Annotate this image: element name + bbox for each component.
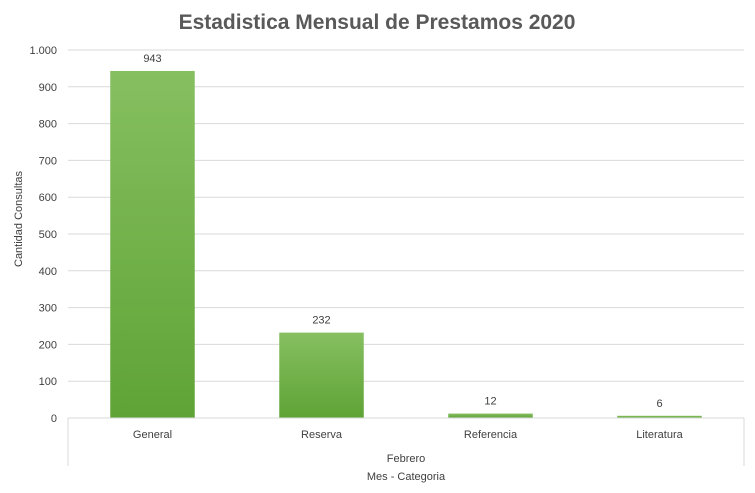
y-tick-label: 800 xyxy=(39,119,57,131)
y-tick-label: 500 xyxy=(39,229,57,241)
y-tick-label: 100 xyxy=(39,376,57,388)
x-tick-label: General xyxy=(133,429,172,441)
x-tick-label: Reserva xyxy=(301,429,343,441)
bar-reserva xyxy=(279,332,364,418)
x-tick-label: Literatura xyxy=(636,429,683,441)
y-tick-label: 200 xyxy=(39,339,57,351)
x-axis-group-label: Febrero xyxy=(387,453,426,465)
y-tick-label: 0 xyxy=(51,413,57,425)
y-tick-label: 900 xyxy=(39,82,57,94)
data-label: 12 xyxy=(484,396,496,408)
chart-title: Estadistica Mensual de Prestamos 2020 xyxy=(179,11,576,34)
data-label: 232 xyxy=(312,315,330,327)
x-axis-title: Mes - Categoria xyxy=(367,471,446,483)
y-tick-label: 1.000 xyxy=(29,45,57,57)
y-tick-label: 300 xyxy=(39,303,57,315)
bar-referencia xyxy=(448,413,533,418)
bar-general xyxy=(110,70,195,418)
y-axis-title: Cantidad Consultas xyxy=(13,171,25,268)
data-label: 943 xyxy=(143,53,161,65)
y-tick-label: 600 xyxy=(39,192,57,204)
y-tick-label: 400 xyxy=(39,266,57,278)
data-labels: 943 232 12 6 xyxy=(143,53,662,410)
data-label: 6 xyxy=(656,398,662,410)
bar-literatura xyxy=(617,415,702,418)
y-tick-label: 700 xyxy=(39,155,57,167)
x-axis: General Reserva Referencia Literatura xyxy=(67,417,745,466)
bars xyxy=(110,70,702,418)
x-tick-label: Referencia xyxy=(464,429,518,441)
y-axis-ticks: 0 100 200 300 400 500 600 700 800 900 1.000 xyxy=(29,45,57,425)
